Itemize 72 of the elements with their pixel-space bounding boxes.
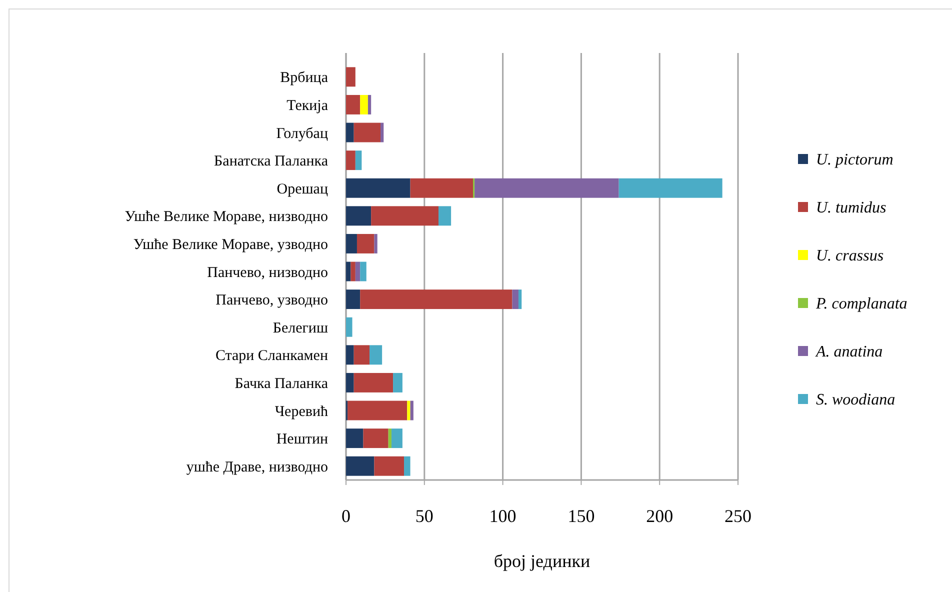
y-tick-label: Врбица <box>280 70 328 86</box>
legend-label: U. pictorum <box>816 152 894 169</box>
bar <box>346 67 356 87</box>
x-tick-label: 250 <box>724 506 752 526</box>
y-tick-label: ушће Драве, низводно <box>186 459 328 476</box>
bar <box>346 372 354 392</box>
bar <box>346 178 410 198</box>
bar <box>346 94 360 114</box>
bar <box>407 400 410 420</box>
bar <box>354 122 380 142</box>
legend-label: A. anatina <box>815 344 883 361</box>
legend-label: S. woodiana <box>816 392 896 409</box>
y-tick-label: Панчево, низводно <box>207 264 328 281</box>
y-tick-label: Ушће Велике Мораве, низводно <box>124 209 328 226</box>
x-axis-title: број јединки <box>494 551 590 571</box>
bar <box>391 428 402 448</box>
bar <box>360 94 368 114</box>
legend-label: U. tumidus <box>816 200 886 217</box>
bar <box>346 345 354 365</box>
bar <box>512 290 518 310</box>
bar <box>346 456 374 476</box>
bar <box>370 345 382 365</box>
bar <box>348 400 408 420</box>
bar <box>404 456 410 476</box>
bar <box>350 262 356 282</box>
bar <box>388 428 392 448</box>
bar <box>360 262 366 282</box>
x-tick-label: 150 <box>568 506 595 526</box>
bar <box>346 234 357 254</box>
y-tick-label: Черевић <box>274 404 328 420</box>
y-tick-label: Панчево, узводно <box>216 292 328 309</box>
bar <box>368 94 372 114</box>
bar <box>380 122 384 142</box>
legend-label: U. crassus <box>816 248 884 265</box>
bar <box>363 428 388 448</box>
x-tick-label: 0 <box>342 506 350 526</box>
bar <box>346 206 372 226</box>
bar <box>354 345 370 365</box>
bar <box>355 150 362 170</box>
bar <box>346 262 351 282</box>
x-tick-label: 200 <box>646 506 674 526</box>
bar <box>360 290 512 310</box>
bar <box>618 178 722 198</box>
bar <box>356 234 374 254</box>
y-tick-label: Банатска Паланка <box>214 154 328 170</box>
y-tick-label: Ушће Велике Мораве, узводно <box>133 236 328 253</box>
x-tick-label: 100 <box>489 506 516 526</box>
y-tick-label: Стари Сланкамен <box>215 348 328 364</box>
bar <box>346 317 352 337</box>
bar <box>474 178 619 198</box>
bar <box>410 178 474 198</box>
x-tick-label: 50 <box>415 506 434 526</box>
bar <box>371 206 439 226</box>
legend-label: P. complanata <box>815 296 908 313</box>
bar <box>346 150 356 170</box>
bar <box>354 372 394 392</box>
bar <box>393 372 402 392</box>
bar <box>346 290 360 310</box>
y-tick-label: Бачка Паланка <box>234 376 328 392</box>
bar <box>346 122 354 142</box>
y-tick-label: Орешац <box>276 181 328 198</box>
bar <box>518 290 522 310</box>
y-tick-label: Голубац <box>276 126 328 142</box>
bar <box>346 428 364 448</box>
y-tick-label: Белегиш <box>272 320 328 336</box>
bar <box>374 456 404 476</box>
bar <box>410 400 414 420</box>
y-tick-label: Текија <box>286 98 328 114</box>
y-tick-label: Нештин <box>276 432 328 448</box>
bar <box>438 206 452 226</box>
bar <box>355 262 360 282</box>
bar <box>374 234 378 254</box>
